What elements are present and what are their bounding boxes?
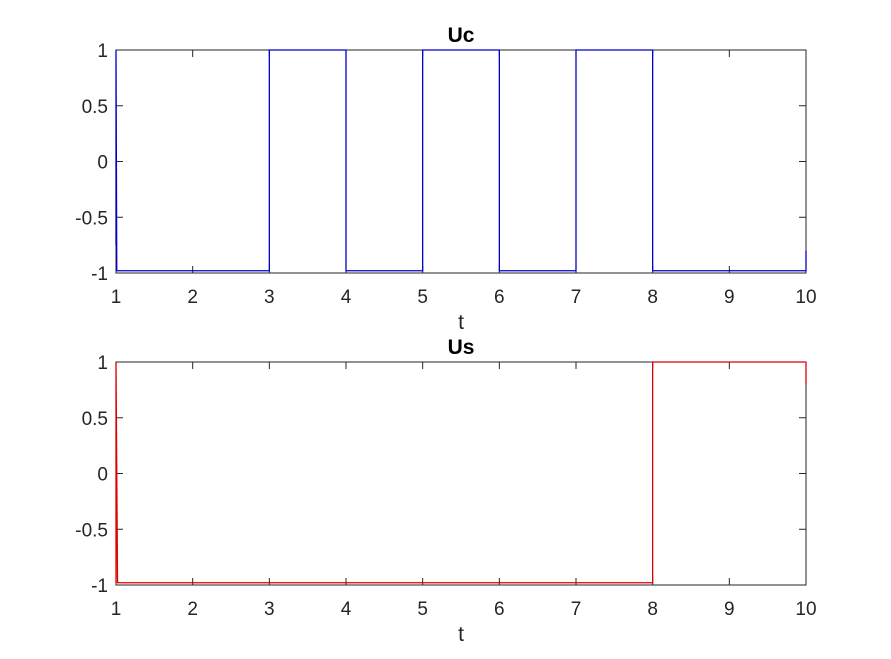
subplot-uc: 1 2 3 4 5 6 7 8 9 10 -1 -0.5 0 0.5 1 Uc t <box>75 24 816 334</box>
subplot-us: 1 2 3 4 5 6 7 8 9 10 -1 -0.5 0 0.5 1 Us t <box>75 336 816 646</box>
x-tick-label: 4 <box>341 287 352 308</box>
chart-title: Us <box>448 336 475 359</box>
x-tick-label: 3 <box>264 287 275 308</box>
x-tick-label: 10 <box>795 599 816 620</box>
x-tick-label: 6 <box>494 599 505 620</box>
series-line <box>115 361 807 584</box>
x-tick-label: 9 <box>724 599 735 620</box>
y-tick-label: -0.5 <box>75 208 108 229</box>
x-tick-label: 1 <box>111 287 122 308</box>
y-tick-label: -1 <box>91 576 108 597</box>
y-tick-label: 0 <box>97 465 108 486</box>
x-axis-label: t <box>458 623 464 646</box>
x-tick-label: 10 <box>795 287 816 308</box>
x-tick-label: 2 <box>187 287 198 308</box>
x-tick-label: 1 <box>111 599 122 620</box>
y-tick-label: 0.5 <box>82 97 108 118</box>
x-tick-label: 6 <box>494 287 505 308</box>
x-tick-label: 5 <box>417 599 428 620</box>
chart-title: Uc <box>448 24 475 47</box>
x-tick-label: 3 <box>264 599 275 620</box>
x-tick-label: 7 <box>571 599 582 620</box>
x-tick-label: 9 <box>724 287 735 308</box>
y-tick-label: 0.5 <box>82 409 108 430</box>
y-tick-label: 1 <box>97 353 108 374</box>
series-line <box>115 49 807 272</box>
y-tick-label: -1 <box>91 264 108 285</box>
x-tick-label: 2 <box>187 599 198 620</box>
x-tick-label: 7 <box>571 287 582 308</box>
plot-area <box>115 361 807 586</box>
x-tick-label: 8 <box>647 287 658 308</box>
x-axis-label: t <box>458 311 464 334</box>
x-tick-label: 4 <box>341 599 352 620</box>
y-tick-label: -0.5 <box>75 520 108 541</box>
y-tick-label: 0 <box>97 153 108 174</box>
x-tick-label: 5 <box>417 287 428 308</box>
x-tick-label: 8 <box>647 599 658 620</box>
y-tick-label: 1 <box>97 41 108 62</box>
plot-area <box>115 49 807 274</box>
